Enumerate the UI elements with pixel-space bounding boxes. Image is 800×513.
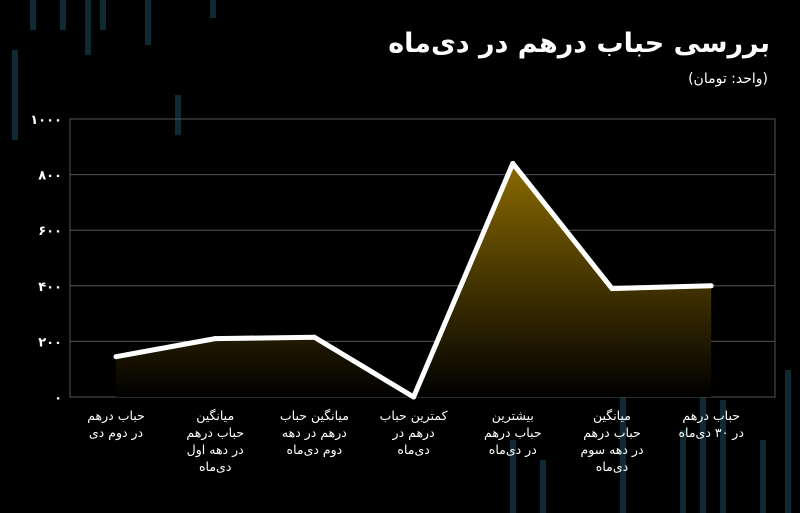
chart-subtitle: (واحد: تومان) [688,71,768,87]
decorative-bar [720,400,726,513]
x-tick-label: میانگین حباب درهم در دهه دوم دی‌ماه [279,408,349,457]
y-tick-label: ۲۰۰ [38,335,62,350]
y-tick-label: ۱۰۰۰ [30,113,62,128]
y-tick-label: ۴۰۰ [38,280,62,295]
decorative-bar [100,0,106,30]
data-point [510,160,516,166]
decorative-bar [175,95,181,135]
x-tick-label: بیشترین حباب درهم در دی‌ماه [484,408,542,457]
decorative-bar [85,0,91,55]
data-point [113,354,119,360]
x-tick-label: حباب درهم در دوم دی [87,408,145,440]
x-tick-label: میانگین حباب درهم در دهه اول دی‌ماه [186,408,244,474]
decorative-bar [540,460,546,513]
data-point [212,336,218,342]
data-point [411,394,417,400]
data-point [311,334,317,340]
decorative-bar [620,375,626,513]
y-tick-label: ۰ [54,391,62,406]
decorative-bar [680,430,686,513]
x-tick-label: میانگین حباب درهم در دهه سوم دی‌ماه [580,408,644,474]
data-point [609,286,615,292]
chart-title: بررسی حباب درهم در دی‌ماه [388,28,770,59]
data-point [708,283,714,289]
decorative-bar [145,0,151,45]
decorative-bar [510,440,516,513]
y-tick-label: ۸۰۰ [38,169,62,184]
x-tick-label: کمترین حباب درهم در دی‌ماه [379,408,448,457]
decorative-bar [60,0,66,30]
decorative-bar [760,440,766,513]
decorative-bar [30,0,36,30]
area-fill [116,163,712,397]
decorative-bar [700,395,706,513]
decorative-bar [785,370,791,513]
y-tick-label: ۶۰۰ [38,224,62,239]
decorative-bar [210,0,216,18]
x-tick-label: حباب درهم در ۳۰ دی‌ماه [678,408,744,440]
decorative-bar [12,50,18,140]
